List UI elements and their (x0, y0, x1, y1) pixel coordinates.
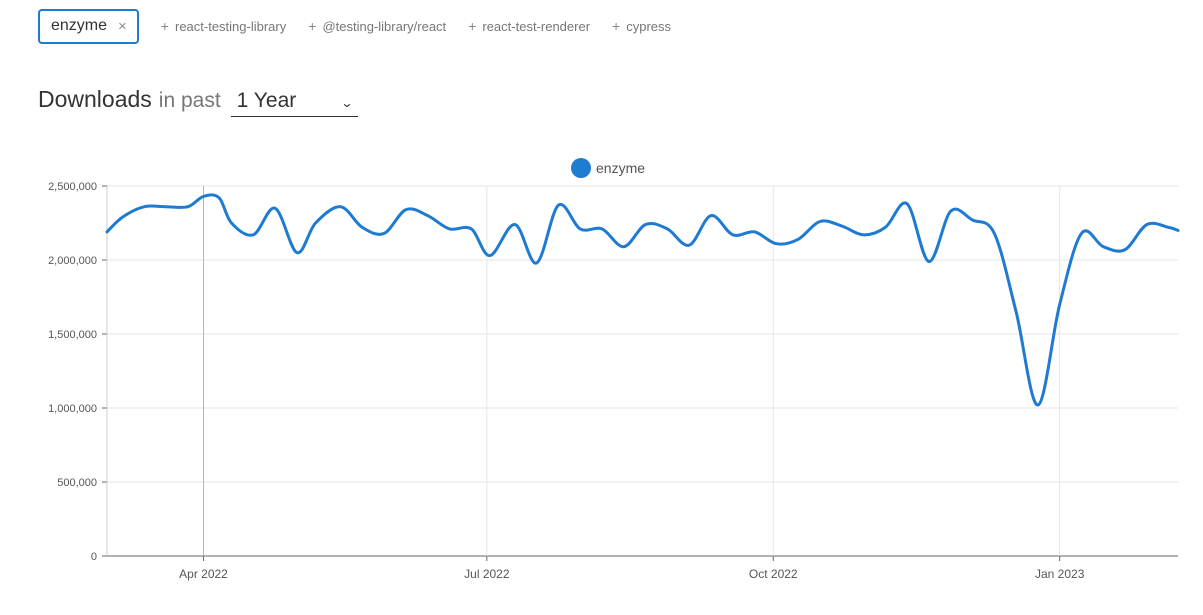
selected-package-name: enzyme (51, 17, 108, 34)
chevron-down-icon: ⌄ (340, 96, 354, 110)
y-tick-label: 2,500,000 (48, 181, 97, 193)
suggestion-react-test-renderer[interactable]: + react-test-renderer (468, 18, 590, 34)
suggestion-label: cypress (626, 18, 672, 34)
plus-icon: + (160, 18, 169, 34)
suggestion-testing-library-react[interactable]: + @testing-library/react (308, 18, 446, 34)
y-tick-label: 1,000,000 (48, 403, 97, 415)
suggestion-label: @testing-library/react (322, 18, 447, 34)
plus-icon: + (468, 18, 477, 34)
suggestion-react-testing-library[interactable]: + react-testing-library (161, 18, 286, 34)
time-range-select[interactable]: 1 Year ⌄ (230, 89, 358, 117)
chart-legend[interactable]: enzyme (571, 158, 645, 178)
legend-swatch-enzyme (571, 158, 591, 178)
x-tick-label: Jan 2023 (1035, 567, 1085, 581)
y-tick-label: 0 (91, 551, 97, 563)
selected-package-chip[interactable]: enzyme × (38, 8, 139, 44)
plus-icon: + (612, 18, 621, 34)
y-tick-label: 1,500,000 (48, 329, 97, 341)
in-past-label: in past (158, 89, 221, 112)
time-range-value: 1 Year (236, 89, 297, 112)
x-tick-label: Apr 2022 (179, 567, 228, 581)
package-search-bar: enzyme × + react-testing-library + @test… (38, 8, 671, 44)
downloads-heading: Downloads in past 1 Year ⌄ (38, 86, 358, 117)
suggestion-label: react-testing-library (174, 18, 287, 34)
downloads-title: Downloads (38, 86, 152, 112)
close-icon[interactable]: × (118, 17, 127, 35)
x-tick-label: Jul 2022 (464, 567, 510, 581)
y-tick-label: 2,000,000 (48, 255, 97, 267)
suggestion-cypress[interactable]: + cypress (612, 18, 671, 34)
x-tick-label: Oct 2022 (749, 567, 798, 581)
plus-icon: + (308, 18, 317, 34)
series-line-enzyme (105, 193, 1180, 407)
y-tick-label: 500,000 (57, 477, 97, 489)
suggestion-label: react-test-renderer (482, 18, 591, 34)
legend-label-enzyme: enzyme (596, 160, 646, 176)
